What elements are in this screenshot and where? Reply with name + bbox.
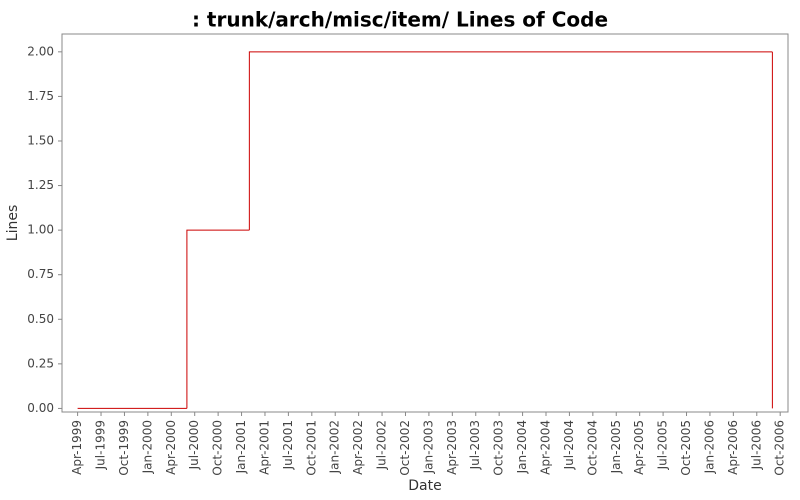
y-tick-label: 0.25 [27, 356, 54, 370]
x-tick-label: Oct-2001 [304, 420, 318, 476]
x-tick-label: Jan-2004 [515, 420, 529, 474]
step-segment [248, 51, 773, 231]
x-tick-label: Oct-2003 [492, 420, 506, 476]
x-tick-label: Jul-2000 [187, 420, 201, 470]
x-tick-label: Jul-2004 [562, 420, 576, 470]
y-tick-label: 0.00 [27, 401, 54, 415]
x-tick-label: Oct-2006 [773, 420, 787, 476]
x-tick-label: Jan-2002 [328, 420, 342, 474]
step-segment [186, 229, 250, 409]
x-tick-label: Jul-2001 [281, 420, 295, 470]
x-tick-label: Apr-2006 [726, 420, 740, 475]
x-tick-label: Apr-2001 [257, 420, 271, 475]
y-tick-label: 1.50 [27, 133, 54, 147]
x-tick-label: Jan-2005 [609, 420, 623, 474]
y-tick-label: 2.00 [27, 44, 54, 58]
x-tick-label: Jan-2006 [702, 420, 716, 474]
x-tick-label: Jul-2002 [375, 420, 389, 470]
x-tick-label: Jul-2003 [468, 420, 482, 470]
x-tick-label: Oct-2000 [211, 420, 225, 476]
x-tick-label: Oct-2002 [398, 420, 412, 476]
x-tick-label: Apr-2005 [632, 420, 646, 475]
x-tick-label: Jan-2000 [140, 420, 154, 474]
y-tick-label: 1.75 [27, 89, 54, 103]
x-tick-label: Apr-2003 [445, 420, 459, 475]
x-tick-label: Oct-1999 [117, 420, 131, 476]
x-axis-label: Date [408, 478, 441, 494]
x-tick-label: Jan-2003 [421, 420, 435, 474]
x-tick-label: Oct-2005 [679, 420, 693, 476]
x-tick-label: Jul-2005 [656, 420, 670, 470]
chart-title: : trunk/arch/misc/item/ Lines of Code [192, 8, 608, 32]
x-tick-label: Jul-1999 [94, 420, 108, 470]
y-tick-label: 1.25 [27, 178, 54, 192]
y-tick-label: 0.50 [27, 312, 54, 326]
y-tick-label: 0.75 [27, 267, 54, 281]
x-tick-label: Apr-2000 [164, 420, 178, 475]
x-tick-label: Apr-1999 [70, 420, 84, 475]
y-axis-label: Lines [5, 205, 21, 241]
plot-area [61, 33, 789, 413]
x-tick-label: Jan-2001 [234, 420, 248, 474]
y-tick-label: 1.00 [27, 223, 54, 237]
x-tick-label: Jul-2006 [749, 420, 763, 470]
x-tick-label: Apr-2004 [539, 420, 553, 475]
x-tick-label: Oct-2004 [585, 420, 599, 476]
x-tick-label: Apr-2002 [351, 420, 365, 475]
